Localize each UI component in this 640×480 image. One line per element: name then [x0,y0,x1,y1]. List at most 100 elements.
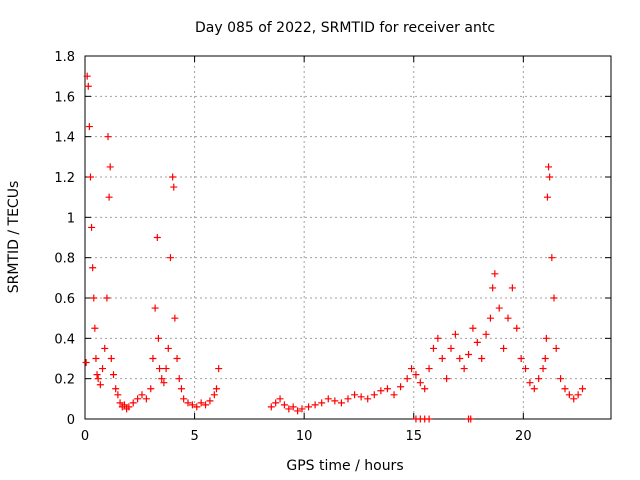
data-point [153,234,161,241]
data-point [460,365,468,373]
data-point [149,355,157,362]
data-point [443,375,451,383]
data-point [377,387,385,395]
data-point [92,355,100,362]
data-point [447,344,455,352]
data-point [491,270,499,278]
data-point [180,395,188,403]
data-point [522,365,530,373]
data-point [276,395,284,403]
data-point [434,334,442,342]
y-axis-label: SRMTID / TECUs [6,181,22,294]
data-point [383,385,391,393]
data-point [272,399,280,407]
data-point [425,365,433,373]
data-point [147,385,155,393]
data-point [112,385,120,393]
x-axis-label: GPS time / hours [286,458,403,474]
data-point [166,254,174,262]
plot-frame [84,55,612,420]
data-point [542,334,550,342]
data-point [552,344,560,352]
data-point [397,383,405,391]
x-tick-label: 15 [405,429,422,444]
data-point [184,399,192,407]
data-point [500,344,508,352]
data-point [197,399,205,407]
data-point [109,371,117,379]
data-point [495,304,503,312]
data-point [142,395,150,403]
data-point [557,375,565,383]
data-point [156,365,164,373]
data-point [545,163,553,171]
data-point [171,314,179,322]
data-point [105,193,113,201]
data-point [425,415,433,423]
data-point [85,123,93,131]
data-point [206,397,214,405]
data-point [550,294,558,302]
x-tick-label: 10 [296,429,313,444]
y-tick-label: 0 [67,413,75,428]
data-point [93,371,101,379]
x-tick-label: 0 [81,429,89,444]
data-point [403,375,411,383]
data-point [215,365,223,373]
data-point [116,399,124,407]
data-point [548,254,556,262]
data-point [213,385,220,393]
data-point [285,405,293,413]
data-point [104,133,112,141]
data-point [364,395,372,403]
data-point [101,344,109,352]
data-point [298,405,306,413]
data-point [125,403,133,411]
data-point [541,355,549,362]
data-point [429,344,437,352]
data-point [162,365,170,373]
x-tick-label: 20 [515,429,532,444]
data-point [412,371,420,379]
data-point [456,355,464,362]
data-point [106,163,114,171]
data-point [129,399,137,407]
y-tick-label: 0.2 [54,373,75,388]
data-point [517,355,525,362]
data-point [526,379,534,387]
data-point [357,393,365,401]
data-point [83,72,91,80]
data-point [465,350,473,358]
data-point [90,294,98,302]
data-point [103,294,111,302]
data-point [294,407,302,415]
data-point [543,193,551,201]
data-point [202,401,210,409]
y-tick-label: 0.8 [54,252,75,267]
data-point [86,173,94,181]
data-point [508,284,516,292]
data-point [160,379,168,387]
data-point [170,183,178,191]
chart-title: Day 085 of 2022, SRMTID for receiver ant… [195,20,495,36]
axis-ticks: 0 0.2 0.4 0.6 0.8 1 1.2 1.4 1.6 1.8 0 5 10 15 20 [54,50,611,444]
y-tick-label: 1.2 [54,171,75,186]
data-point [175,375,183,383]
data-point [539,365,547,373]
data-point [416,379,424,387]
data-point [574,391,582,399]
data-point [280,401,288,409]
data-point [82,359,90,367]
y-tick-label: 1.6 [54,90,75,105]
data-point [478,355,486,362]
data-point [489,284,497,292]
x-tick-label: 5 [190,429,198,444]
data-point [91,324,99,332]
data-point [561,385,569,393]
y-tick-label: 0.4 [54,332,75,347]
data-point [169,173,177,181]
data-point [138,391,146,399]
data-point [408,365,416,373]
data-point [158,375,166,383]
